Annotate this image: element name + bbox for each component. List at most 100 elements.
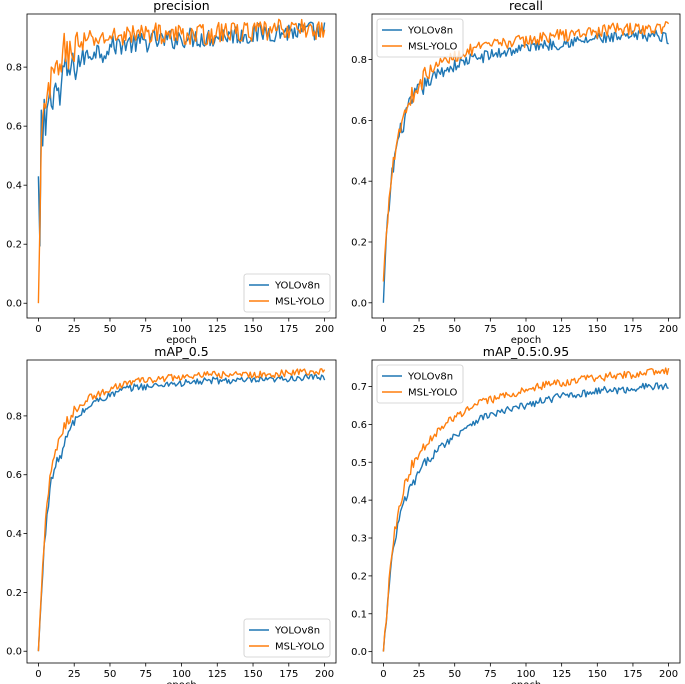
legend-box [243,273,331,313]
x-tick-label: 50 [448,669,461,680]
series-lines [37,18,326,304]
x-axis-label: epoch [166,680,196,684]
x-tick-label: 50 [104,669,117,680]
x-tick-label: 100 [516,324,535,335]
x-axis-label: epoch [511,335,541,346]
y-tick-label: 0.8 [6,63,22,74]
legend-label: YOLOv8n [407,372,453,383]
y-tick-label: 0.0 [351,647,367,658]
x-tick-label: 0 [380,669,386,680]
legend: YOLOv8n MSL-YOLO [243,618,331,658]
x-tick-label: 75 [139,324,152,335]
legend: YOLOv8n MSL-YOLO [376,18,464,58]
legend-label: YOLOv8n [274,626,320,637]
x-tick-label: 150 [588,324,607,335]
y-tick-label: 0.8 [351,55,367,66]
x-tick-label: 50 [104,324,117,335]
y-tick-label: 0.6 [351,420,367,431]
series-line-yolov8n [37,373,326,652]
legend-box [243,618,331,658]
legend-label: MSL-YOLO [275,297,324,308]
chart-title: mAP_0.5:0.95 [483,344,569,359]
x-tick-label: 0 [380,324,386,335]
x-tick-label: 175 [623,669,642,680]
chart-title: recall [509,0,543,13]
chart-title: precision [153,0,209,13]
x-tick-label: 25 [413,669,426,680]
series-line-yolov8n [37,21,326,247]
y-tick-label: 0.8 [6,411,22,422]
y-tick-label: 0.6 [6,470,22,481]
axes-frame [371,359,681,664]
y-tick-label: 0.4 [6,529,22,540]
x-tick-label: 0 [35,669,41,680]
y-tick-label: 0.2 [351,238,367,249]
x-tick-label: 0 [35,324,41,335]
x-tick-label: 25 [68,324,81,335]
legend-label: MSL-YOLO [408,388,457,399]
x-tick-label: 125 [552,669,571,680]
series-line-msl-yolo [37,368,326,652]
legend-label: YOLOv8n [407,26,453,37]
series-line-msl-yolo [382,21,670,282]
x-tick-label: 100 [172,324,191,335]
x-axis-label: epoch [511,680,541,684]
panel-recall: recall 0 25 50 75 100 125 150 175 200 0.0 0.2 0.4 0.6… [351,0,681,346]
series-lines [382,21,670,303]
x-tick-label: 50 [448,324,461,335]
x-tick-label: 125 [208,324,227,335]
y-tick-label: 0.4 [351,177,367,188]
series-lines [37,368,326,652]
x-tick-label: 150 [243,324,262,335]
axes-frame [26,13,337,319]
x-tick-label: 125 [208,669,227,680]
x-tick-label: 100 [516,669,535,680]
y-tick-label: 0.6 [6,122,22,133]
y-tick-label: 0.7 [351,382,367,393]
panel-precision: precision 0 25 50 75 100 125 150 175 200 0.0 0.2 0.4… [6,0,337,346]
legend-box [376,18,464,58]
x-tick-label: 200 [659,324,678,335]
y-tick-label: 0.0 [351,298,367,309]
x-tick-label: 75 [139,669,152,680]
x-tick-label: 200 [315,324,334,335]
x-tick-label: 25 [413,324,426,335]
legend-label: YOLOv8n [274,281,320,292]
x-tick-label: 25 [68,669,81,680]
panel-map-0-5-0-95: mAP_0.5:0.95 0 25 50 75 100 125 150 175 200 0.0 0.1… [351,344,681,684]
y-tick-label: 0.0 [6,299,22,310]
y-tick-label: 0.6 [351,116,367,127]
chart-title: mAP_0.5 [154,344,208,359]
x-tick-label: 175 [279,669,298,680]
axes-frame [26,359,337,664]
legend: YOLOv8n MSL-YOLO [376,364,464,404]
series-line-yolov8n [382,382,669,652]
x-tick-label: 75 [484,669,497,680]
axes-frame [371,13,681,319]
legend-label: MSL-YOLO [408,42,457,53]
y-tick-label: 0.3 [351,534,367,545]
x-tick-label: 200 [659,669,678,680]
x-tick-label: 125 [552,324,571,335]
series-line-yolov8n [382,29,669,303]
series-line-msl-yolo [382,367,670,652]
y-tick-label: 0.4 [351,496,367,507]
y-tick-label: 0.4 [6,181,22,192]
legend-label: MSL-YOLO [275,642,324,653]
legend: YOLOv8n MSL-YOLO [243,273,331,313]
y-tick-label: 0.2 [6,588,22,599]
y-tick-label: 0.2 [351,571,367,582]
legend-box [376,364,464,404]
x-tick-label: 150 [243,669,262,680]
x-tick-label: 100 [172,669,191,680]
panel-map-0-5: mAP_0.5 0 25 50 75 100 125 150 175 200 0.0 0.2 0.4 0.… [6,344,337,684]
x-tick-label: 175 [279,324,298,335]
y-tick-label: 0.5 [351,458,367,469]
y-tick-label: 0.0 [6,647,22,658]
x-tick-label: 200 [315,669,334,680]
x-tick-label: 75 [484,324,497,335]
y-tick-label: 0.2 [6,240,22,251]
y-tick-label: 0.1 [351,609,367,620]
x-tick-label: 175 [623,324,642,335]
